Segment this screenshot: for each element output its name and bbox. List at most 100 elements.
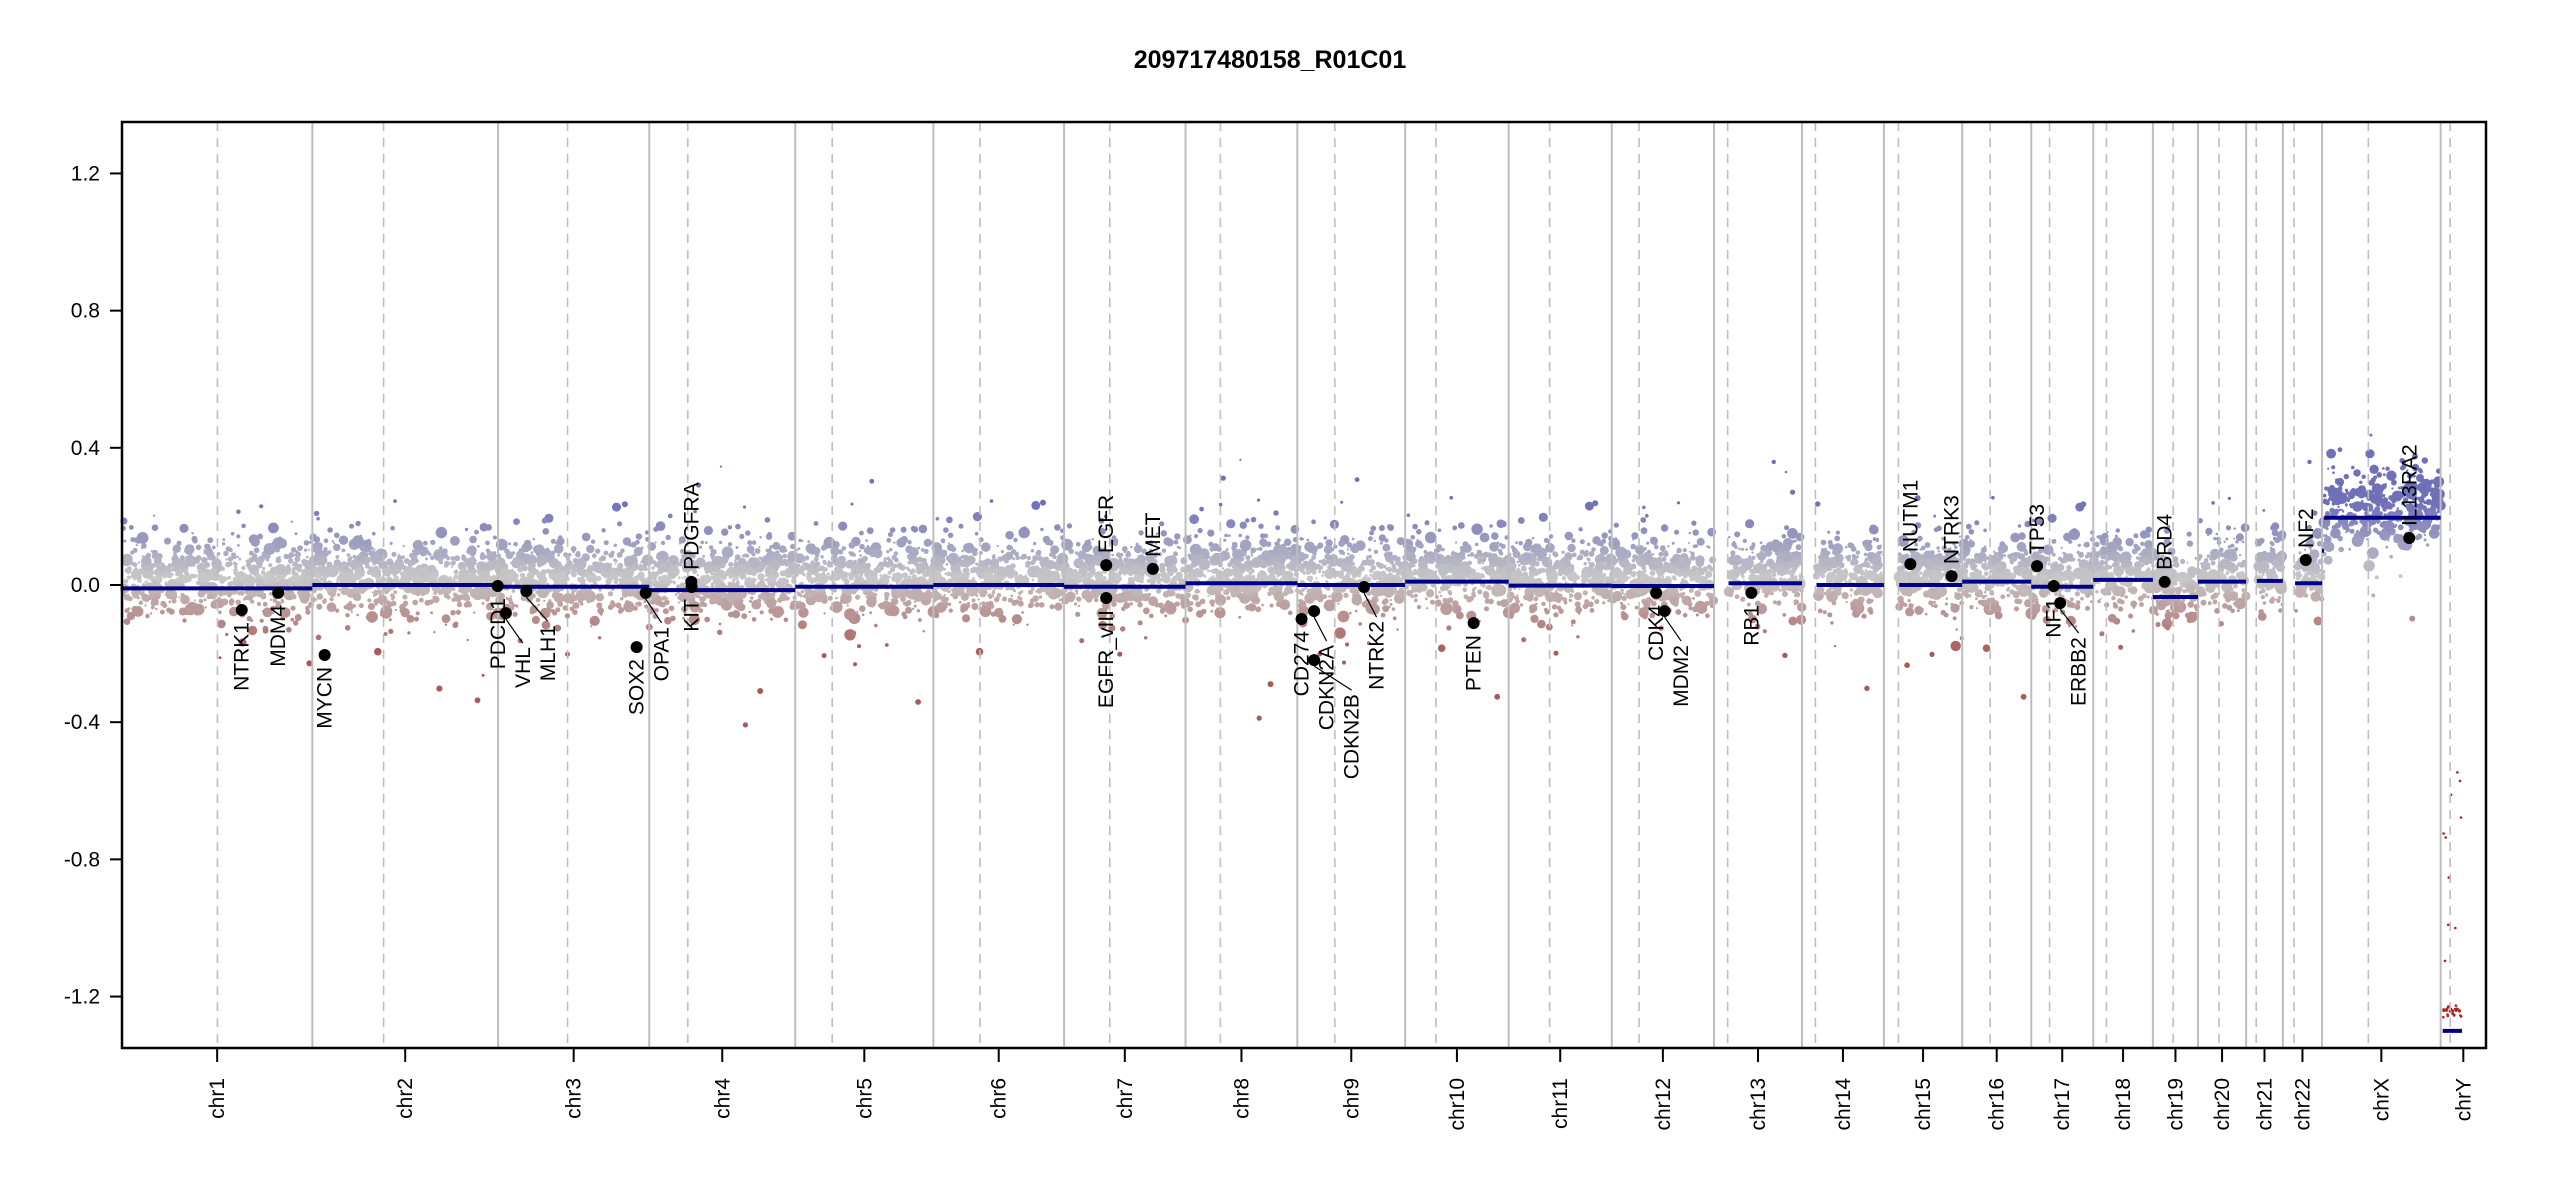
- data-point: [145, 613, 150, 619]
- data-point: [473, 611, 476, 614]
- data-point: [1166, 567, 1171, 572]
- data-point: [881, 573, 889, 581]
- data-point: [281, 574, 286, 579]
- data-point: [1237, 567, 1240, 570]
- data-point: [1118, 557, 1123, 562]
- data-point: [721, 546, 734, 558]
- data-point: [556, 562, 562, 568]
- data-point: [661, 595, 667, 601]
- data-point: [1484, 565, 1487, 569]
- data-point: [1475, 542, 1479, 547]
- data-point: [902, 601, 907, 606]
- data-point: [918, 618, 922, 622]
- data-point: [1239, 539, 1252, 552]
- data-point: [359, 544, 367, 552]
- data-point: [1570, 619, 1576, 625]
- data-point: [532, 538, 535, 541]
- data-point: [1209, 599, 1215, 605]
- data-point: [204, 606, 207, 609]
- data-point: [303, 540, 310, 546]
- data-point: [823, 612, 826, 615]
- data-point: [467, 545, 477, 556]
- data-point: [1228, 556, 1231, 559]
- data-point: [814, 561, 821, 568]
- data-point: [773, 606, 784, 617]
- data-point: [1455, 552, 1461, 559]
- data-point: [1290, 577, 1295, 582]
- data-point: [423, 540, 428, 546]
- data-point: [879, 565, 884, 571]
- data-point: [962, 559, 966, 564]
- data-point: [242, 576, 252, 586]
- data-point: [391, 595, 396, 599]
- data-point: [1388, 551, 1393, 556]
- data-point: [1426, 607, 1429, 610]
- data-point: [323, 538, 329, 543]
- data-point: [1065, 562, 1069, 567]
- data-point: [227, 575, 232, 580]
- data-point: [253, 547, 260, 554]
- data-point: [451, 565, 454, 568]
- data-point: [212, 599, 218, 605]
- data-point: [328, 572, 331, 575]
- data-point: [1170, 590, 1176, 597]
- data-point: [1440, 585, 1446, 592]
- data-point: [1077, 550, 1087, 560]
- data-point: [554, 592, 565, 604]
- data-point: [652, 577, 658, 583]
- data-point: [750, 596, 754, 600]
- data-point: [1379, 541, 1383, 545]
- data-point: [748, 599, 753, 604]
- data-point: [630, 590, 637, 597]
- data-point: [555, 607, 561, 613]
- data-point: [1143, 607, 1150, 615]
- data-point: [1276, 574, 1280, 578]
- data-point: [782, 550, 786, 553]
- data-point: [977, 598, 980, 601]
- data-point: [912, 589, 925, 602]
- data-point: [741, 554, 745, 558]
- data-point: [326, 561, 333, 568]
- data-point: [441, 548, 448, 555]
- data-point: [461, 555, 467, 562]
- data-point: [1553, 650, 1559, 656]
- data-point: [1413, 593, 1418, 598]
- data-point: [567, 552, 572, 557]
- data-point: [375, 565, 378, 568]
- data-point: [184, 571, 190, 577]
- data-point: [591, 553, 597, 559]
- data-point: [400, 608, 410, 618]
- data-point: [1407, 563, 1413, 569]
- data-point: [123, 618, 131, 625]
- data-point: [531, 615, 541, 625]
- data-point: [1497, 548, 1503, 554]
- data-point: [767, 575, 774, 582]
- data-point: [209, 568, 218, 578]
- data-point: [1013, 537, 1018, 543]
- data-point: [140, 546, 144, 549]
- data-point: [340, 586, 350, 596]
- data-point: [151, 553, 157, 559]
- data-point: [1284, 586, 1293, 595]
- data-point: [884, 596, 889, 601]
- data-point: [1378, 525, 1385, 531]
- data-point: [614, 577, 619, 583]
- data-point: [125, 593, 130, 598]
- data-point: [169, 581, 174, 586]
- data-point: [1384, 538, 1389, 543]
- data-point: [294, 614, 302, 621]
- data-point: [1273, 510, 1279, 516]
- data-point: [238, 583, 243, 587]
- data-point: [1541, 601, 1546, 607]
- data-point: [830, 565, 834, 568]
- data-point: [1337, 610, 1350, 623]
- data-point: [545, 570, 549, 574]
- data-point: [454, 595, 461, 602]
- data-point: [1351, 594, 1363, 606]
- data-point: [556, 537, 565, 546]
- data-point: [775, 580, 785, 589]
- data-point: [287, 595, 292, 600]
- data-point: [997, 607, 1003, 614]
- data-point: [951, 554, 958, 560]
- data-point: [127, 607, 131, 610]
